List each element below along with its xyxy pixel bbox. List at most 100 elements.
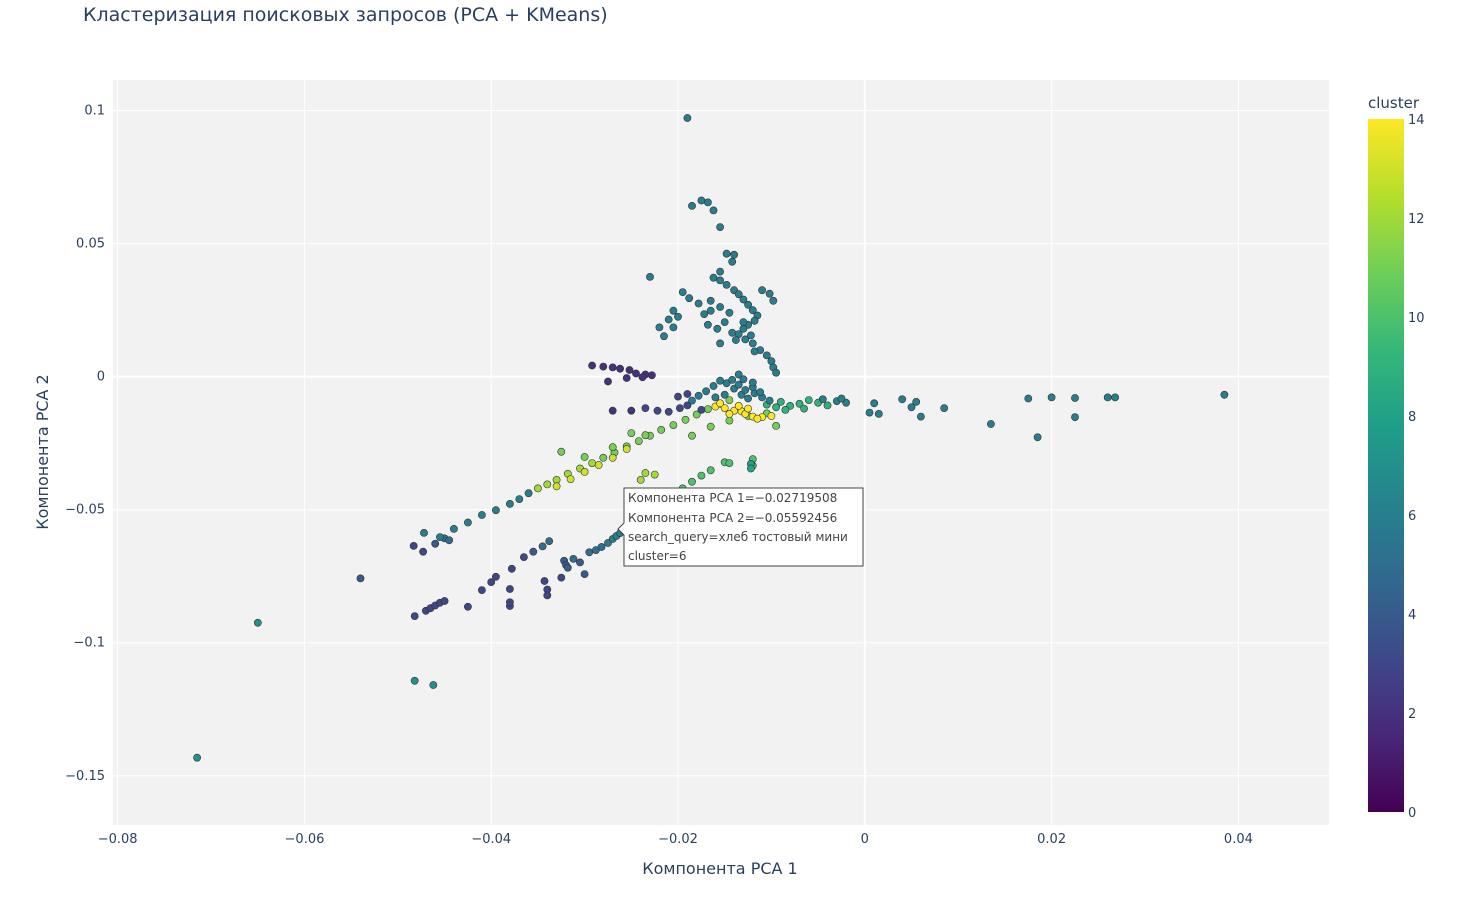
data-point[interactable] [674, 312, 682, 321]
data-point[interactable] [683, 390, 692, 398]
data-point[interactable] [604, 377, 612, 386]
data-point[interactable] [744, 394, 752, 403]
data-point[interactable] [709, 206, 718, 215]
data-point[interactable] [912, 397, 921, 406]
data-point[interactable] [669, 306, 678, 315]
data-point[interactable] [1047, 393, 1056, 402]
data-point[interactable] [694, 391, 703, 400]
data-point[interactable] [641, 404, 650, 412]
data-point[interactable] [706, 466, 715, 475]
data-point[interactable] [725, 396, 734, 404]
data-point[interactable] [772, 403, 780, 412]
data-point[interactable] [741, 386, 750, 394]
data-point[interactable] [765, 289, 774, 298]
data-point[interactable] [540, 577, 549, 585]
data-point[interactable] [588, 459, 596, 467]
data-point[interactable] [543, 480, 552, 489]
data-point[interactable] [563, 563, 572, 572]
data-point[interactable] [704, 405, 712, 413]
data-point[interactable] [795, 399, 804, 408]
data-point[interactable] [650, 470, 659, 479]
data-point[interactable] [487, 578, 496, 586]
data-point[interactable] [491, 506, 500, 515]
data-point[interactable] [580, 467, 589, 476]
data-point[interactable] [449, 525, 458, 533]
data-point[interactable] [557, 447, 566, 456]
data-point[interactable] [634, 437, 643, 445]
data-point[interactable] [538, 542, 547, 551]
data-point[interactable] [681, 415, 690, 424]
data-point[interactable] [704, 320, 712, 329]
data-point[interactable] [732, 336, 740, 344]
data-point[interactable] [728, 257, 737, 266]
data-point[interactable] [725, 416, 734, 425]
data-point[interactable] [632, 369, 640, 378]
data-point[interactable] [692, 410, 701, 419]
data-point[interactable] [716, 303, 724, 311]
data-point[interactable] [616, 364, 624, 373]
data-point[interactable] [599, 362, 608, 371]
data-point[interactable] [823, 401, 832, 410]
data-point[interactable] [837, 394, 846, 403]
data-point[interactable] [734, 370, 743, 379]
data-point[interactable] [409, 542, 418, 550]
data-point[interactable] [431, 539, 440, 548]
data-point[interactable] [744, 300, 752, 309]
data-point[interactable] [491, 572, 500, 581]
data-point[interactable] [440, 597, 449, 605]
data-point[interactable] [520, 553, 528, 561]
data-point[interactable] [1220, 390, 1229, 399]
data-point[interactable] [716, 223, 724, 231]
data-point[interactable] [898, 395, 907, 404]
data-point[interactable] [653, 406, 662, 415]
data-point[interactable] [874, 409, 883, 418]
data-point[interactable] [688, 477, 696, 486]
data-point[interactable] [683, 114, 692, 122]
data-point[interactable] [716, 267, 724, 276]
data-point[interactable] [865, 408, 874, 417]
data-point[interactable] [608, 406, 617, 415]
data-point[interactable] [507, 564, 516, 573]
data-point[interactable] [1071, 413, 1079, 421]
data-point[interactable] [622, 374, 631, 382]
data-point[interactable] [730, 250, 738, 259]
data-point[interactable] [772, 368, 780, 377]
data-point[interactable] [685, 294, 694, 303]
data-point[interactable] [608, 443, 617, 452]
data-point[interactable] [1071, 394, 1079, 402]
data-point[interactable] [716, 276, 724, 285]
data-point[interactable] [1103, 393, 1112, 402]
data-point[interactable] [638, 373, 647, 382]
data-point[interactable] [728, 328, 737, 337]
data-point[interactable] [594, 461, 603, 469]
data-point[interactable] [748, 378, 757, 387]
data-point[interactable] [576, 558, 584, 567]
data-point[interactable] [552, 482, 561, 491]
data-point[interactable] [625, 366, 634, 374]
data-point[interactable] [697, 405, 706, 414]
data-point[interactable] [767, 412, 776, 420]
data-point[interactable] [253, 618, 262, 627]
data-point[interactable] [750, 316, 759, 325]
data-point[interactable] [748, 339, 757, 348]
data-point[interactable] [756, 388, 765, 396]
data-point[interactable] [870, 399, 879, 408]
data-point[interactable] [641, 469, 650, 477]
data-point[interactable] [1111, 393, 1119, 402]
data-point[interactable] [725, 459, 734, 467]
data-point[interactable] [688, 431, 696, 440]
data-point[interactable] [716, 376, 724, 385]
data-point[interactable] [608, 453, 617, 462]
data-point[interactable] [580, 453, 589, 461]
data-point[interactable] [445, 536, 454, 545]
data-point[interactable] [435, 533, 444, 541]
data-point[interactable] [636, 475, 645, 484]
data-point[interactable] [725, 308, 734, 317]
data-point[interactable] [709, 273, 718, 282]
data-point[interactable] [700, 310, 709, 318]
data-point[interactable] [753, 414, 762, 423]
data-point[interactable] [697, 471, 706, 480]
data-point[interactable] [704, 198, 712, 207]
data-point[interactable] [800, 404, 808, 413]
data-point[interactable] [747, 464, 755, 473]
